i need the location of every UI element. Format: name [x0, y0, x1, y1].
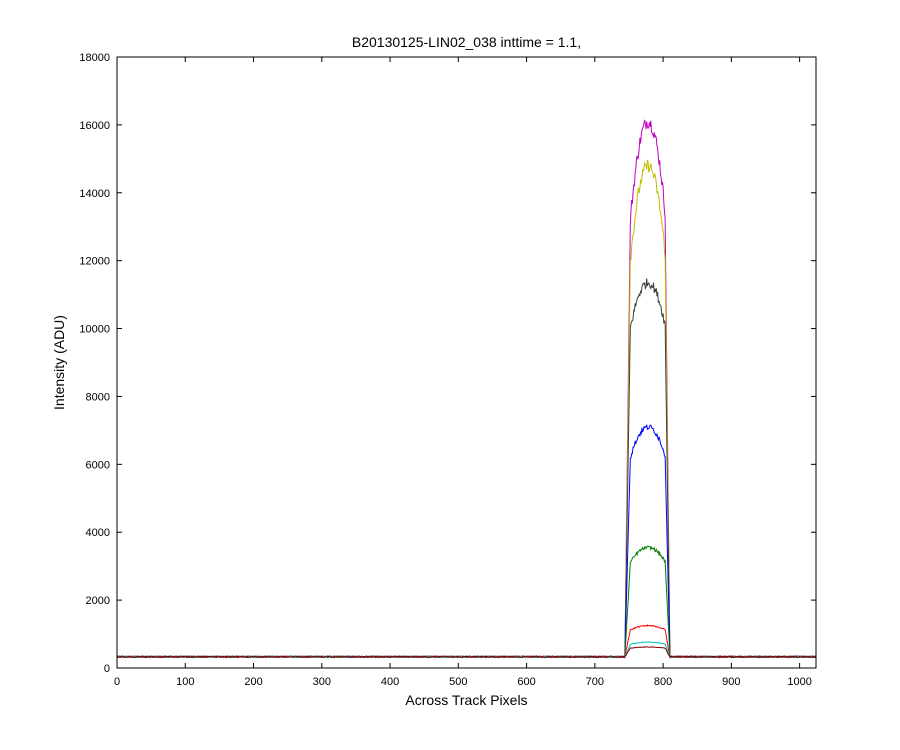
chart-title: B20130125-LIN02_038 inttime = 1.1, — [352, 34, 581, 50]
y-tick-label: 4000 — [86, 527, 110, 539]
y-axis-label: Intensity (ADU) — [51, 315, 67, 410]
series-line-7 — [116, 641, 817, 659]
x-tick-label: 300 — [313, 676, 331, 688]
plot-area-frame — [116, 56, 817, 669]
series-line-3 — [116, 278, 817, 659]
x-tick-label: 900 — [722, 676, 740, 688]
series-line-2 — [116, 159, 817, 659]
series-line-6 — [116, 624, 817, 659]
y-tick-label: 16000 — [79, 120, 110, 132]
x-tick-label: 500 — [449, 676, 467, 688]
y-tick-label: 2000 — [86, 595, 110, 607]
y-tick-label: 12000 — [79, 256, 110, 268]
x-tick-label: 800 — [654, 676, 672, 688]
x-axis-label: Across Track Pixels — [405, 692, 527, 708]
x-tick-label: 1000 — [787, 676, 811, 688]
x-tick-label: 0 — [114, 676, 120, 688]
series-line-1 — [116, 119, 817, 659]
y-tick-label: 8000 — [86, 391, 110, 403]
y-tick-label: 0 — [104, 663, 110, 675]
series-layer — [116, 119, 817, 659]
x-tick-label: 200 — [244, 676, 262, 688]
y-tick-label: 18000 — [79, 52, 110, 64]
series-line-4 — [116, 424, 817, 659]
x-tick-label: 400 — [381, 676, 399, 688]
y-tick-label: 14000 — [79, 188, 110, 200]
y-tick-label: 6000 — [86, 459, 110, 471]
x-tick-label: 700 — [586, 676, 604, 688]
tick-layer: 0 100 200 300 400 500 600 700 800 900 100002000400… — [79, 52, 816, 688]
y-tick-label: 10000 — [79, 324, 110, 336]
x-tick-label: 600 — [517, 676, 535, 688]
series-line-8 — [116, 646, 817, 659]
x-tick-label: 100 — [176, 676, 194, 688]
series-line-5 — [116, 545, 817, 659]
